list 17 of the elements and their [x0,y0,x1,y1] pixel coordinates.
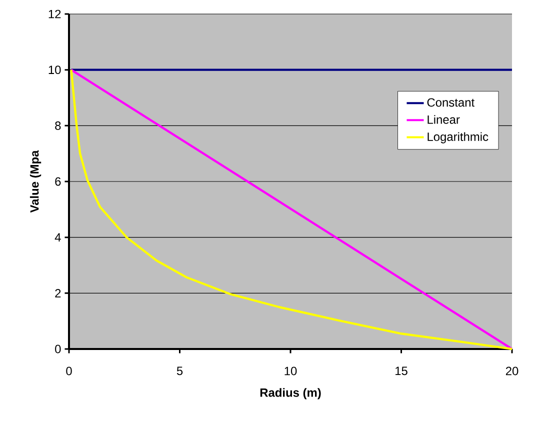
x-axis-title: Radius (m) [260,388,321,400]
x-tick-label: 15 [396,366,408,376]
y-tick-label: 4 [54,233,61,242]
y-tick-label: 8 [55,121,61,130]
x-tick-label: 10 [284,366,297,376]
x-tick-label: 5 [176,366,183,376]
y-tick-label: 10 [48,66,61,74]
y-tick-label: 2 [55,288,61,298]
y-axis-title: Value (Mpa [30,150,42,213]
x-tick-label: 20 [506,366,518,376]
y-tick-label: 12 [48,10,61,18]
legend-label: Logarithmic [428,132,488,144]
y-tick-label: 6 [55,177,61,186]
legend-label: Linear [428,115,460,124]
x-tick-label: 0 [66,366,72,376]
y-tick-label: 0 [55,344,61,354]
legend-label: Constant [427,98,474,107]
